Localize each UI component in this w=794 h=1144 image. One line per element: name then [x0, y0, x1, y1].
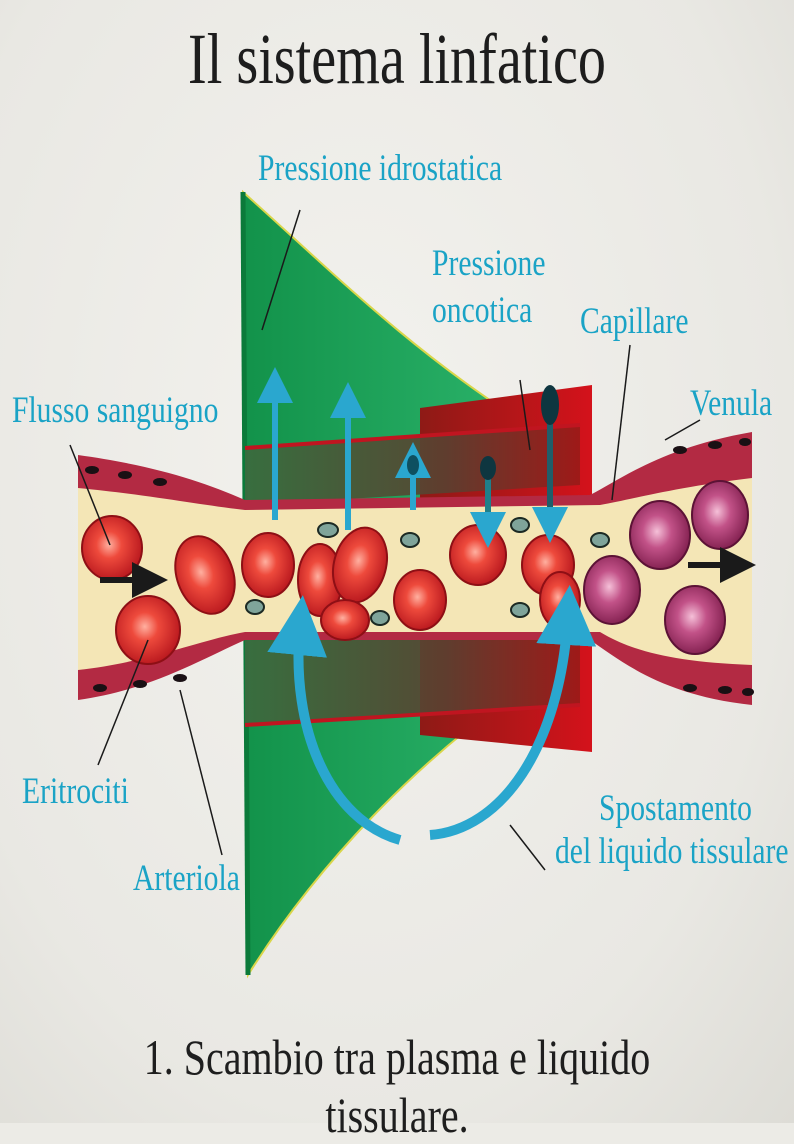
capillary-wall-lower — [245, 640, 580, 725]
figure-caption: 1. Scambio tra plasma e liquido tissular… — [143, 1029, 651, 1143]
venous-blood-cells — [583, 480, 749, 655]
label-spostamento-line1: Spostamento — [599, 788, 752, 829]
label-spostamento-line2: del liquido tissulare — [555, 830, 789, 872]
blood-flow-arrows — [100, 547, 756, 598]
label-capillare: Capillare — [580, 301, 689, 342]
label-pressione-oncotica-line2: oncotica — [432, 289, 533, 331]
label-pressione-oncotica: Pressione oncotica — [432, 243, 546, 331]
leader-lines — [69, 209, 701, 871]
label-pressione-idrostatica: Pressione idrostatica — [258, 148, 503, 189]
wall-nuclei — [85, 438, 754, 696]
label-spostamento: Spostamento del liquido tissulare — [555, 788, 789, 872]
label-pressione-oncotica-line1: Pressione — [432, 243, 546, 284]
pressure-arrows — [257, 367, 568, 548]
label-venula: Venula — [690, 383, 773, 424]
tissue-fluid-arrow-left — [267, 595, 402, 845]
label-eritrociti: Eritrociti — [22, 771, 129, 812]
tissue-cells — [245, 517, 610, 626]
tissue-fluid-arrow-right — [429, 585, 597, 840]
label-flusso-sanguigno: Flusso sanguigno — [12, 390, 219, 431]
label-arteriola: Arteriola — [133, 858, 240, 899]
page-title: Il sistema linfatico — [188, 19, 606, 99]
